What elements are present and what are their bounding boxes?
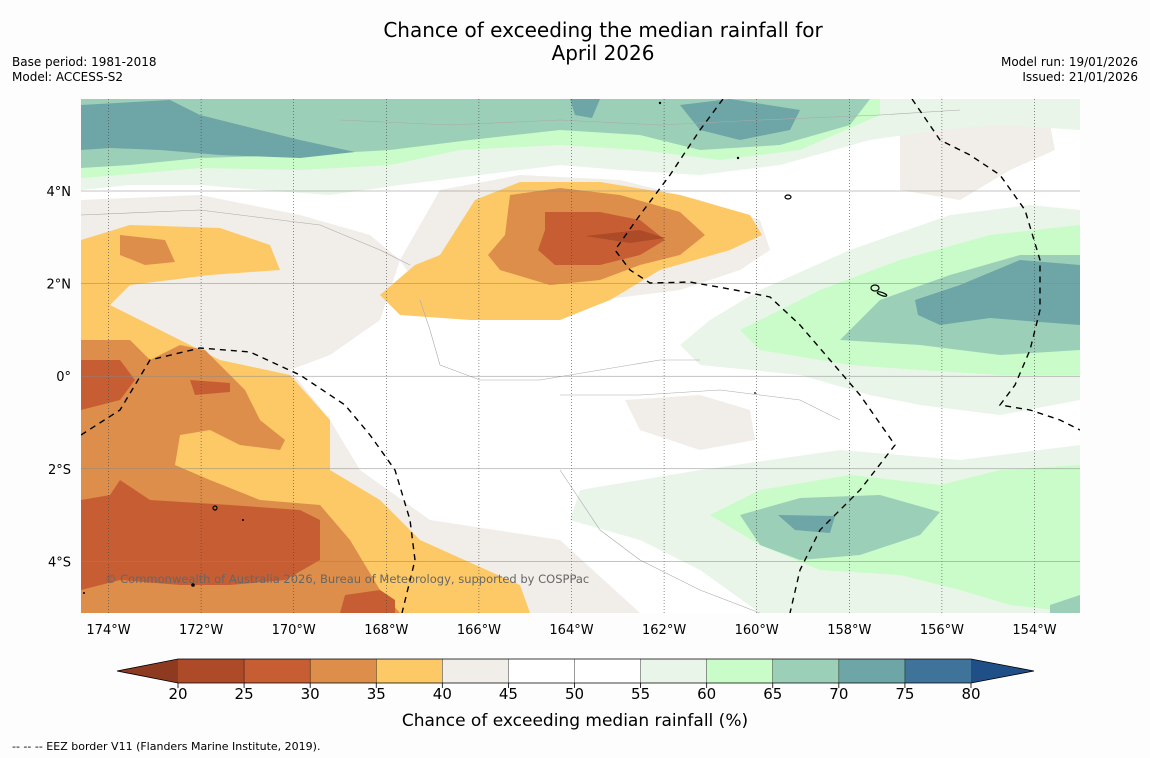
model-name: Model: ACCESS-S2	[12, 70, 124, 84]
longitude-tick-label: 158°W	[827, 623, 871, 638]
longitude-tick-label: 172°W	[179, 623, 223, 638]
longitude-labels: 174°W 172°W 170°W 168°W 166°W 164°W 162°W 160°W…	[86, 623, 1056, 638]
colorbar-tick-label: 35	[367, 685, 386, 703]
title-line-2: April 2026	[551, 41, 655, 65]
copyright-text: © Commonwealth of Australia 2026, Bureau…	[105, 572, 589, 586]
longitude-tick-label: 160°W	[735, 623, 779, 638]
island-north	[784, 194, 792, 200]
colorbar: 20 25 30 35 40 45 50 55 60 65 70 75 80 Chance of exc…	[116, 658, 1035, 731]
colorbar-cell	[574, 659, 642, 683]
region-70-75-north-small	[570, 99, 600, 118]
longitude-tick-label: 164°W	[549, 623, 593, 638]
island-dots	[83, 101, 756, 594]
model-run: Model run: 19/01/2026	[1000, 55, 1138, 69]
colorbar-low-extension	[117, 659, 178, 683]
colorbar-tick-label: 80	[961, 685, 980, 703]
island-dot-3	[191, 583, 195, 587]
colorbar-tick-label: 30	[301, 685, 320, 703]
longitude-tick-label: 168°W	[364, 623, 408, 638]
longitude-tick-label: 166°W	[457, 623, 501, 638]
colorbar-cell	[640, 659, 708, 683]
island-dot-2	[736, 156, 740, 160]
island-dot-1	[658, 101, 662, 105]
island-dot-6	[83, 592, 85, 594]
region-25-30-south	[340, 590, 395, 613]
colorbar-high-extension	[971, 659, 1034, 683]
island-dot-5	[754, 392, 756, 394]
longitude-tick-label: 170°W	[272, 623, 316, 638]
region-70-75-northeast	[680, 99, 800, 140]
latitude-tick-label: 4°S	[48, 555, 71, 570]
colorbar-cell	[838, 659, 906, 683]
colorbar-cell	[706, 659, 774, 683]
eez-footnote: -- -- -- EEZ border V11 (Flanders Marine…	[12, 740, 321, 753]
region-65-70-corner	[1050, 595, 1080, 613]
island-east-reef	[876, 291, 888, 297]
meta-left: Base period: 1981-2018 Model: ACCESS-S2	[12, 55, 157, 85]
eez-border-east	[911, 99, 1080, 431]
colorbar-cell	[508, 659, 575, 683]
region-25-30-west-upper	[81, 360, 135, 410]
latitude-gridlines	[81, 190, 1080, 562]
islands	[212, 194, 888, 511]
latitude-tick-label: 4°N	[47, 185, 72, 200]
colorbar-cell	[178, 659, 245, 683]
colorbar-tick-label: 65	[763, 685, 782, 703]
latitude-tick-label: 2°N	[47, 278, 72, 293]
map-title: Chance of exceeding the median rainfall …	[0, 19, 1150, 65]
longitude-tick-label: 162°W	[642, 623, 686, 638]
colorbar-tick-label: 55	[631, 685, 650, 703]
colorbar-tick-labels: 20 25 30 35 40 45 50 55 60 65 70 75 80	[168, 683, 981, 703]
title-line-1: Chance of exceeding the median rainfall …	[383, 18, 823, 42]
island-west	[212, 505, 218, 511]
issued-date: Issued: 21/01/2026	[1022, 70, 1138, 84]
colorbar-tick-label: 45	[499, 685, 518, 703]
region-25-30-west-mid	[190, 380, 230, 395]
colorbar-cell	[310, 659, 377, 683]
latitude-tick-label: 2°S	[48, 463, 71, 478]
longitude-tick-label: 154°W	[1012, 623, 1056, 638]
eez-border-north	[614, 99, 896, 613]
map-gridlines	[81, 99, 1080, 613]
region-70-75-northwest	[81, 100, 355, 158]
contour-lines	[81, 109, 961, 613]
region-65-70-south	[740, 495, 940, 560]
region-40-45-central	[625, 395, 755, 450]
eez-border-west	[81, 347, 416, 613]
colorbar-cell	[376, 659, 443, 683]
colorbar-cell	[442, 659, 509, 683]
colorbar-tick-label: 20	[168, 685, 187, 703]
colorbar-tick-label: 70	[829, 685, 848, 703]
colorbar-cell	[244, 659, 311, 683]
colorbar-tick-label: 50	[565, 685, 584, 703]
eez-borders	[81, 99, 1080, 613]
colorbar-label: Chance of exceeding median rainfall (%)	[402, 711, 748, 731]
colorbar-tick-label: 60	[697, 685, 716, 703]
meta-right: Model run: 19/01/2026 Issued: 21/01/2026	[1001, 55, 1138, 85]
island-dot-4	[242, 519, 244, 521]
region-70-75-east	[915, 260, 1080, 325]
longitude-tick-label: 156°W	[920, 623, 964, 638]
colorbar-cell	[772, 659, 840, 683]
longitude-tick-label: 174°W	[86, 623, 130, 638]
island-east	[870, 284, 880, 292]
map-plot-area: © Commonwealth of Australia 2026, Bureau…	[81, 99, 1080, 613]
latitude-labels: 4°N 2°N 0° 2°S 4°S	[47, 185, 72, 570]
region-25-30-west-lower	[81, 480, 320, 590]
colorbar-cell	[904, 659, 972, 683]
region-30-35-blob	[120, 235, 175, 265]
base-period: Base period: 1981-2018	[12, 55, 157, 69]
colorbar-tick-label: 40	[433, 685, 452, 703]
latitude-tick-label: 0°	[56, 370, 71, 385]
colorbar-tick-label: 75	[895, 685, 914, 703]
colorbar-tick-label: 25	[235, 685, 254, 703]
colorbar-cells	[178, 659, 972, 683]
